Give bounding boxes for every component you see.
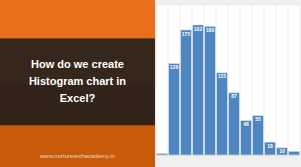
data-label: 55 <box>255 116 261 122</box>
title-line: How do we create <box>31 58 124 70</box>
data-label: 180 <box>206 27 215 33</box>
annotation: www.nurturetechacademy.in <box>39 153 115 159</box>
bar <box>229 93 240 155</box>
grid-line <box>228 5 229 155</box>
title-line: Excel? <box>60 92 96 104</box>
data-label: 48 <box>243 121 249 127</box>
grid-line <box>288 5 289 155</box>
bar <box>193 25 204 155</box>
grid-line <box>204 5 205 155</box>
bar <box>241 121 252 155</box>
data-label: 18 <box>267 143 273 149</box>
data-label: 175 <box>182 31 191 37</box>
data-label: 87 <box>231 93 237 99</box>
chart-canvas: How do we create Histogram chart in Excel?… <box>0 0 301 167</box>
bar <box>253 116 264 155</box>
title-line: Histogram chart in <box>29 75 126 87</box>
y-axis-line <box>156 5 157 155</box>
bar <box>265 142 276 155</box>
grid-line <box>192 5 193 155</box>
bar <box>169 64 180 155</box>
data-label: 182 <box>194 26 203 32</box>
grid-line <box>252 5 253 155</box>
grid-line <box>276 5 277 155</box>
plot-area <box>156 5 300 155</box>
bar <box>205 26 216 155</box>
grid-line <box>180 5 181 155</box>
data-label: 115 <box>218 73 226 79</box>
bar <box>181 30 192 155</box>
grid-line <box>216 5 217 155</box>
bars <box>157 25 300 155</box>
title-box <box>0 38 155 125</box>
x-axis-line <box>156 155 300 156</box>
grid-line <box>264 5 265 155</box>
data-label: 128 <box>170 64 179 70</box>
bar <box>217 73 228 155</box>
data-labels: 128 175182180 115 87 48 55 18 10 <box>170 26 285 155</box>
data-label: 10 <box>279 148 285 154</box>
bar <box>289 151 300 155</box>
title: How do we create Histogram chart in Excel? <box>29 58 126 104</box>
bar <box>277 148 288 155</box>
grid-line <box>240 5 241 155</box>
grid-line <box>168 5 169 155</box>
